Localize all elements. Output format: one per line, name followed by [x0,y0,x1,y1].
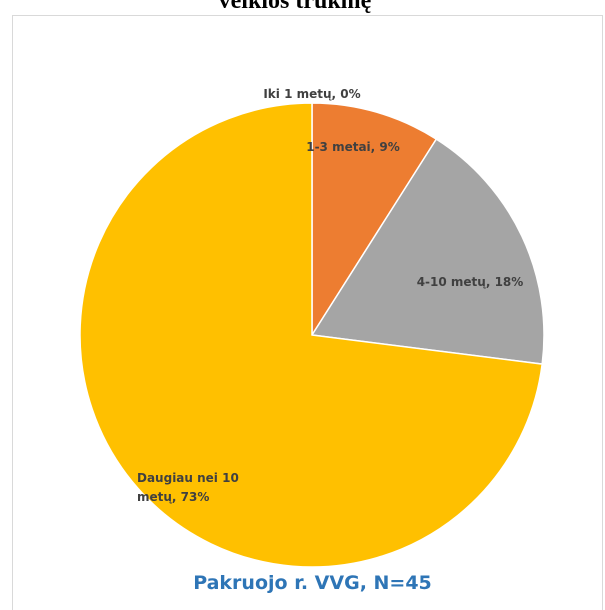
heading: veiklos trukmę [218,0,372,14]
data-label: Daugiau nei 10 metų, 73% [137,471,239,504]
data-label: 4-10 metų, 18% [416,275,524,289]
chart-title: Pakruojo r. VVG, N=45 [193,572,432,594]
pie-slice [311,102,438,338]
pie-slice [310,138,545,365]
pie-slice [79,102,544,568]
data-label: Iki 1 metų, 0% [263,87,361,101]
data-label: 1-3 metai, 9% [306,140,400,154]
chart-frame [12,15,603,610]
